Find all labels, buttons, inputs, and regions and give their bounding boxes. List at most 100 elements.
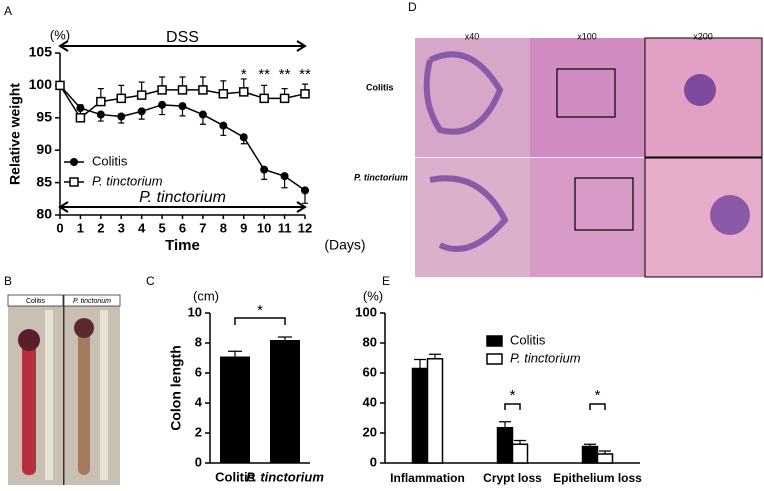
legend-marker [70,158,78,166]
treatment-label: P. tinctorium [139,189,226,206]
photo-label: Colitis [26,298,46,305]
bar [270,340,300,463]
y-tick-label: 60 [363,364,377,379]
x-unit: (Days) [324,237,365,253]
y-tick-label: 95 [36,109,52,125]
y-tick-label: 80 [363,334,377,349]
x-tick-label: P. tinctorium [246,469,324,484]
y-unit: (cm) [193,288,219,303]
significance: * [510,387,516,404]
histology [415,158,530,277]
x-tick-label: 10 [257,220,271,235]
marker [239,133,248,142]
y-unit: (%) [363,288,383,303]
panel-label: C [146,274,155,288]
marker [198,85,208,95]
marker [75,113,86,123]
photo-label: P. tinctorium [73,298,111,305]
y-tick-label: 40 [363,394,377,409]
error-bar [414,358,426,369]
ruler [100,310,108,480]
row-label: Colitis [366,82,394,92]
marker [96,110,105,119]
x-tick-label: 4 [138,220,146,235]
marker [178,102,187,111]
marker [219,121,228,130]
row-label: P. tinctorium [354,172,408,182]
legend-label: Colitis [510,332,546,347]
x-tick-label: 12 [298,220,312,235]
y-axis-title: Colon length [168,345,184,431]
bar [411,367,429,464]
photo-d [415,37,763,278]
marker [117,112,126,121]
legend-marker [69,177,79,187]
marker [137,107,146,116]
bar [511,443,529,464]
y-tick-label: 20 [363,424,377,439]
treatment-arrow [58,40,307,52]
y-tick-label: 10 [188,304,202,319]
marker [158,100,167,109]
y-tick-label: 100 [355,304,377,319]
x-tick-label: 8 [220,220,227,235]
histology [530,158,645,277]
panel-label: A [4,4,12,18]
marker [96,96,106,107]
x-tick-label: 1 [77,220,84,235]
colon [22,335,36,475]
marker [279,93,290,104]
marker [177,85,188,95]
colon-cecum [18,329,40,351]
y-tick-label: 8 [195,334,202,349]
marker [259,93,269,104]
marker [136,90,147,100]
significance-bracket [589,403,606,410]
y-tick-label: 2 [195,424,202,439]
significance: * [595,387,601,404]
y-tick-label: 4 [195,394,203,409]
x-tick-label: Colitis [215,469,255,484]
histology [530,38,645,157]
column-label: x100 [577,31,597,41]
divider [63,295,65,485]
x-tick-label: Crypt loss [483,471,542,485]
ruler [45,310,53,480]
x-axis-title: Time [165,237,200,254]
significance-bracket [504,403,521,410]
y-tick-label: 0 [195,454,202,469]
y-tick-label: 105 [29,44,53,60]
legend-swatch [486,335,503,347]
label-box [7,294,64,307]
zoom-box [556,68,616,118]
significance: * [257,302,263,319]
tissue [429,175,509,253]
bar [220,356,250,463]
treatment-arrow [58,201,307,213]
marker [116,93,126,104]
significance: ** [279,66,291,83]
panel-label: E [382,274,390,288]
marker [157,85,167,95]
x-tick-label: 6 [179,220,186,235]
tissue [423,51,504,135]
legend-label: Colitis [92,153,128,168]
label-box [63,294,121,307]
marker [280,172,289,181]
tissue [710,195,750,235]
marker [300,89,310,99]
x-tick-label: 3 [118,220,125,235]
panel-label: D [408,0,417,14]
marker [301,186,309,195]
y-tick-label: 85 [36,173,52,189]
tissue [684,74,716,106]
x-tick-label: 0 [56,220,63,235]
marker [239,87,249,97]
panel-label: B [4,274,12,288]
x-tick-label: 9 [240,220,247,235]
zoom-box [574,177,634,231]
column-label: x200 [693,31,713,41]
error-bar [228,350,242,357]
significance: ** [299,66,311,83]
